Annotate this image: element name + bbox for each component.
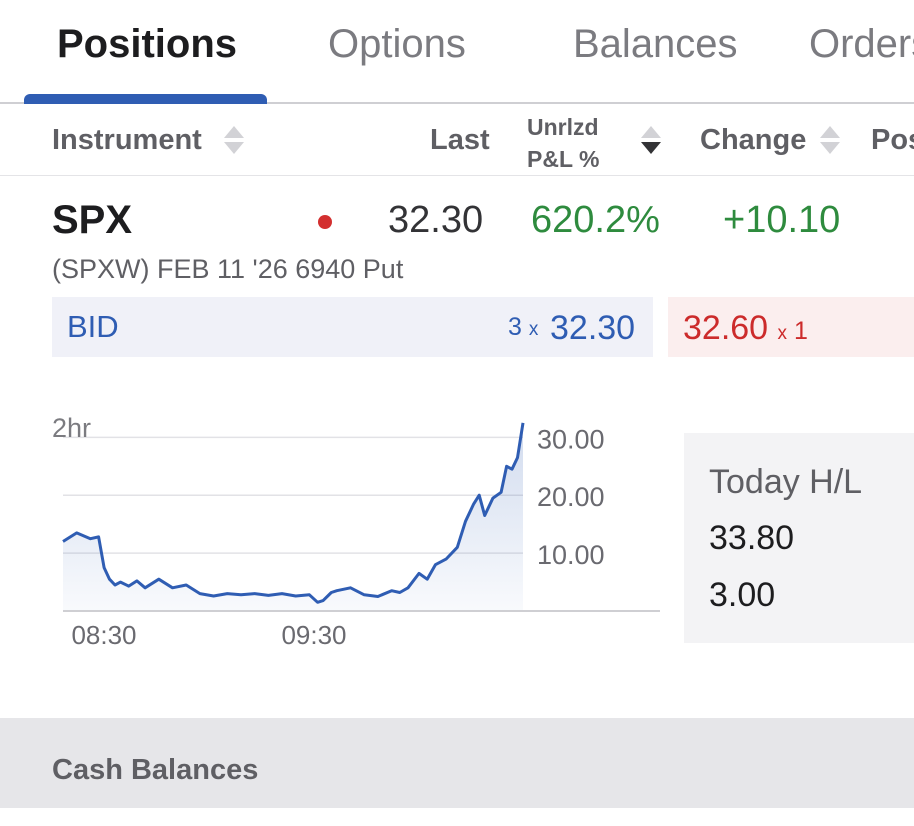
column-change[interactable]: Change bbox=[700, 124, 807, 156]
y-tick-label: 30.00 bbox=[537, 424, 605, 454]
bid-size-value: 3 bbox=[508, 313, 522, 341]
x-tick-label: 09:30 bbox=[281, 620, 346, 650]
position-last: 32.30 bbox=[388, 199, 484, 241]
x-tick-label: 08:30 bbox=[71, 620, 136, 650]
today-low: 3.00 bbox=[709, 576, 776, 614]
tab-options[interactable]: Options bbox=[328, 22, 466, 66]
bid-size: 3 x bbox=[508, 313, 538, 342]
tab-balances[interactable]: Balances bbox=[573, 22, 738, 66]
price-area-fill bbox=[63, 422, 523, 611]
ask-price: 32.60 bbox=[683, 309, 769, 347]
bid-label: BID bbox=[67, 309, 119, 344]
position-unrealized-pnl: 620.2% bbox=[531, 199, 660, 241]
tab-orders[interactable]: Orders bbox=[809, 22, 914, 66]
price-chart[interactable]: 30.00 20.00 10.00 08:30 09:30 2hr bbox=[0, 400, 680, 660]
position-change: +10.10 bbox=[723, 199, 841, 241]
cash-balances-section[interactable]: Cash Balances bbox=[0, 718, 914, 808]
position-row[interactable]: SPX 32.30 620.2% +10.10 (SPXW) FEB 11 '2… bbox=[0, 176, 914, 376]
chart-range-label[interactable]: 2hr bbox=[52, 413, 91, 443]
bid-quote[interactable]: BID 3 x 32.30 bbox=[52, 297, 653, 357]
ask-price-line: 32.60 x 1 bbox=[683, 309, 808, 348]
column-pnl-line2[interactable]: P&L % bbox=[527, 146, 600, 172]
price-line bbox=[62, 422, 525, 604]
ask-size-separator: x bbox=[777, 323, 788, 344]
bid-size-separator: x bbox=[528, 319, 539, 340]
ask-size-value: 1 bbox=[794, 317, 808, 345]
today-high-low-panel: Today H/L 33.80 3.00 bbox=[684, 433, 914, 643]
position-description: (SPXW) FEB 11 '26 6940 Put bbox=[52, 254, 404, 284]
column-position[interactable]: Pos bbox=[871, 124, 914, 156]
today-high: 33.80 bbox=[709, 519, 795, 557]
status-dot-icon bbox=[318, 215, 332, 229]
sort-icon-instrument[interactable] bbox=[223, 124, 245, 156]
y-tick-label: 20.00 bbox=[537, 482, 605, 512]
bid-price: 32.30 bbox=[550, 309, 636, 347]
y-tick-label: 10.00 bbox=[537, 540, 605, 570]
sort-icon-pnl[interactable] bbox=[640, 124, 662, 156]
position-symbol: SPX bbox=[52, 198, 133, 242]
active-tab-indicator bbox=[24, 94, 267, 104]
tab-bar: Positions Options Balances Orders bbox=[0, 0, 914, 104]
today-hl-title: Today H/L bbox=[709, 463, 863, 501]
column-instrument[interactable]: Instrument bbox=[52, 124, 202, 156]
column-pnl-line1[interactable]: Unrlzd bbox=[527, 114, 599, 140]
price-chart-svg: 30.00 20.00 10.00 08:30 09:30 2hr bbox=[52, 413, 660, 650]
positions-column-header: Instrument Last Unrlzd P&L % Change Pos bbox=[0, 104, 914, 176]
sort-icon-change[interactable] bbox=[819, 124, 841, 156]
ask-size: x 1 bbox=[778, 317, 808, 345]
cash-balances-title: Cash Balances bbox=[52, 754, 259, 786]
column-last[interactable]: Last bbox=[430, 124, 490, 156]
ask-quote[interactable]: 32.60 x 1 bbox=[668, 297, 914, 357]
tab-positions[interactable]: Positions bbox=[57, 22, 238, 66]
